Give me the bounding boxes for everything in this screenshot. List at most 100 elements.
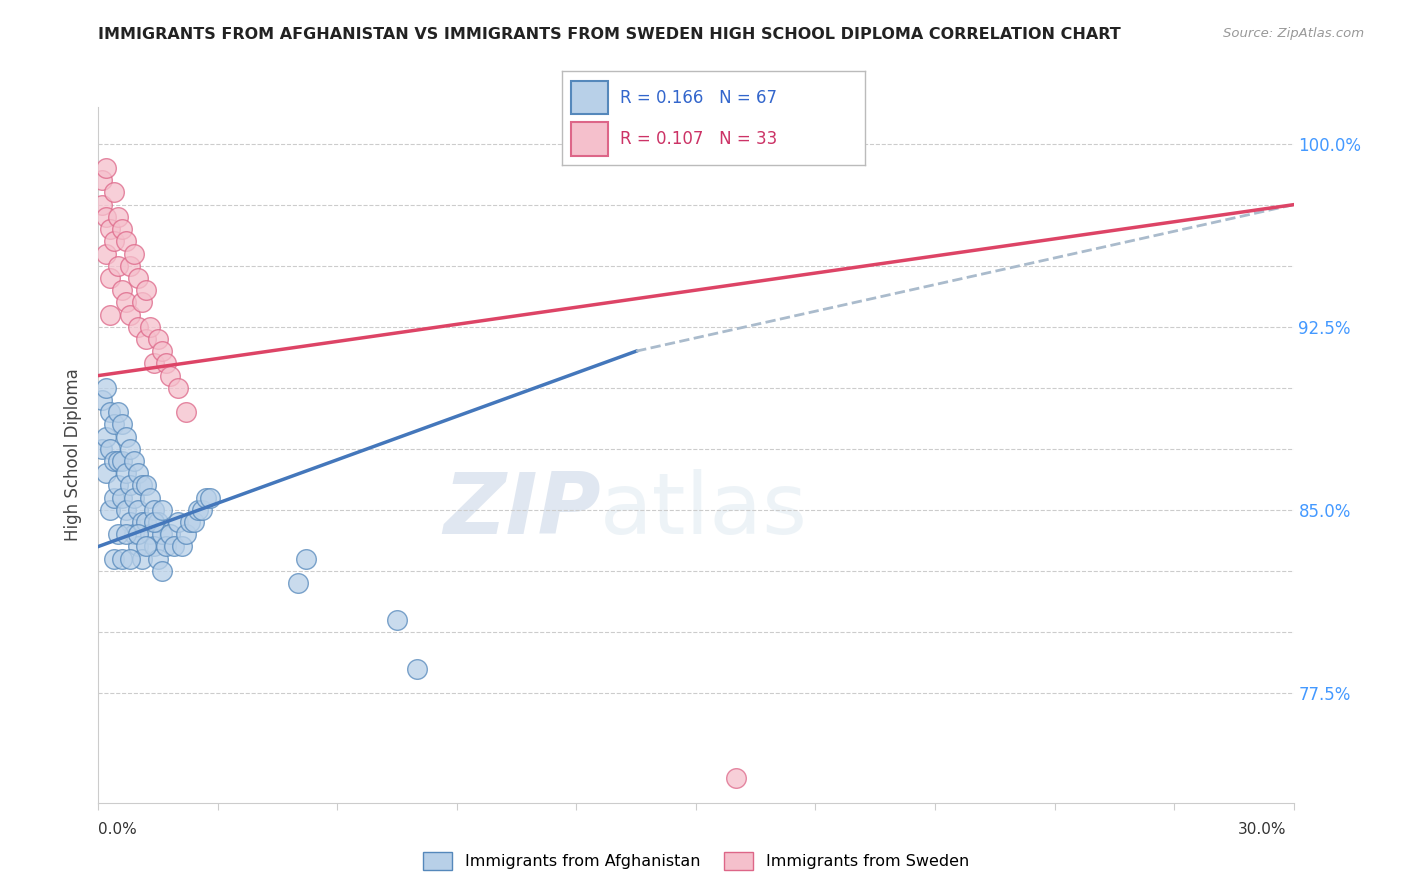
Point xyxy=(96,429,118,443)
Point xyxy=(91,173,114,187)
Point xyxy=(115,429,138,443)
Point xyxy=(183,515,205,529)
Point xyxy=(174,527,197,541)
Point xyxy=(107,478,129,492)
Point xyxy=(198,491,221,505)
Point xyxy=(107,259,129,273)
Point xyxy=(111,417,134,432)
Point xyxy=(120,515,142,529)
Point xyxy=(120,478,142,492)
Point xyxy=(120,551,142,566)
Point xyxy=(103,235,125,249)
Point xyxy=(167,515,190,529)
Point xyxy=(406,661,429,675)
Point xyxy=(159,368,181,383)
Point xyxy=(124,246,146,260)
Point xyxy=(139,527,162,541)
Point xyxy=(91,197,114,211)
Text: atlas: atlas xyxy=(600,469,808,552)
Text: ZIP: ZIP xyxy=(443,469,600,552)
Point xyxy=(135,540,157,554)
Point xyxy=(127,503,149,517)
Point xyxy=(148,551,170,566)
Point xyxy=(103,454,125,468)
Point xyxy=(191,503,214,517)
Point xyxy=(135,515,157,529)
Point xyxy=(115,527,138,541)
Point xyxy=(127,319,149,334)
Point xyxy=(100,405,122,419)
Point xyxy=(107,405,129,419)
Point xyxy=(167,381,190,395)
Point xyxy=(287,576,309,591)
Bar xyxy=(571,81,607,114)
Point xyxy=(96,381,118,395)
Point xyxy=(294,551,316,566)
Legend: Immigrants from Afghanistan, Immigrants from Sweden: Immigrants from Afghanistan, Immigrants … xyxy=(415,844,977,879)
Point xyxy=(150,344,173,359)
Point xyxy=(111,454,134,468)
Point xyxy=(135,332,157,346)
Point xyxy=(143,503,166,517)
Text: R = 0.107   N = 33: R = 0.107 N = 33 xyxy=(620,130,778,148)
Point xyxy=(195,491,218,505)
Point xyxy=(91,392,114,407)
Point xyxy=(135,478,157,492)
Text: 0.0%: 0.0% xyxy=(98,822,138,837)
Point xyxy=(111,222,134,236)
Point xyxy=(155,540,177,554)
Point xyxy=(150,564,173,578)
Text: Source: ZipAtlas.com: Source: ZipAtlas.com xyxy=(1223,27,1364,40)
Point xyxy=(120,308,142,322)
Point xyxy=(179,515,201,529)
Point xyxy=(150,527,173,541)
Point xyxy=(111,283,134,297)
Point xyxy=(724,772,747,786)
Point xyxy=(148,515,170,529)
Point xyxy=(143,515,166,529)
Point xyxy=(103,417,125,432)
Point xyxy=(124,527,146,541)
Point xyxy=(127,467,149,481)
Point xyxy=(103,491,125,505)
Point xyxy=(124,454,146,468)
Point xyxy=(100,271,122,285)
Point xyxy=(120,259,142,273)
Point xyxy=(143,356,166,370)
Point xyxy=(187,503,209,517)
Text: R = 0.166   N = 67: R = 0.166 N = 67 xyxy=(620,88,778,106)
Point xyxy=(100,442,122,456)
Point xyxy=(103,551,125,566)
Point xyxy=(96,467,118,481)
Point xyxy=(131,515,153,529)
Point xyxy=(115,295,138,310)
Point xyxy=(131,551,153,566)
Point xyxy=(115,235,138,249)
Point xyxy=(150,503,173,517)
Point xyxy=(91,442,114,456)
Point xyxy=(159,527,181,541)
Point xyxy=(107,210,129,224)
Point xyxy=(115,503,138,517)
Point xyxy=(127,540,149,554)
Point xyxy=(385,613,409,627)
Point xyxy=(100,308,122,322)
Point xyxy=(124,491,146,505)
Point xyxy=(174,405,197,419)
Text: IMMIGRANTS FROM AFGHANISTAN VS IMMIGRANTS FROM SWEDEN HIGH SCHOOL DIPLOMA CORREL: IMMIGRANTS FROM AFGHANISTAN VS IMMIGRANT… xyxy=(98,27,1121,42)
Point xyxy=(100,503,122,517)
Point xyxy=(131,295,153,310)
Point xyxy=(96,246,118,260)
Point xyxy=(107,454,129,468)
Point xyxy=(127,271,149,285)
Bar xyxy=(571,122,607,156)
Point xyxy=(172,540,194,554)
Point xyxy=(96,210,118,224)
Point xyxy=(135,283,157,297)
Y-axis label: High School Diploma: High School Diploma xyxy=(65,368,83,541)
Point xyxy=(107,527,129,541)
Point xyxy=(111,551,134,566)
Point xyxy=(155,356,177,370)
Point xyxy=(111,491,134,505)
Text: 30.0%: 30.0% xyxy=(1239,822,1286,837)
